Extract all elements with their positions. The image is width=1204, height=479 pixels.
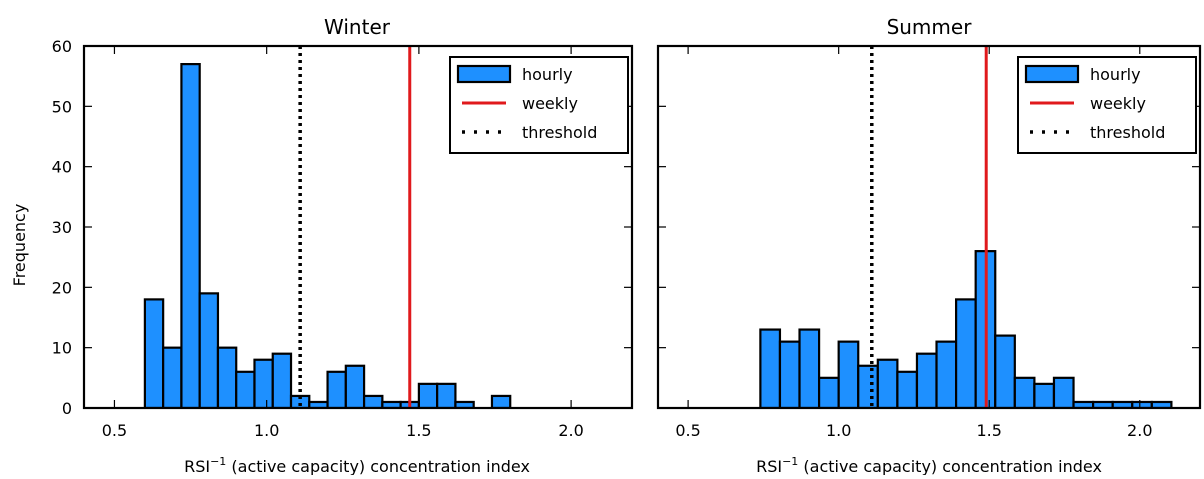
winter-y-tick-label: 0 xyxy=(62,399,72,418)
winter-hist-bar xyxy=(235,370,256,408)
winter-legend-label-hourly: hourly xyxy=(522,65,573,84)
winter-hist-bar xyxy=(362,394,384,408)
summer-plot-area xyxy=(759,46,1173,408)
summer-hist-bar xyxy=(1033,382,1056,408)
summer-hist-bar xyxy=(1150,400,1173,408)
winter-hist-bar xyxy=(436,382,457,408)
summer-x-tick-label: 1.0 xyxy=(826,421,851,440)
winter-y-tick-label: 50 xyxy=(52,97,72,116)
winter-panel: Winter Frequency RSI−1 (active capacity)… xyxy=(10,15,634,476)
summer-legend-label-threshold: threshold xyxy=(1090,123,1165,142)
summer-hist-bar xyxy=(994,334,1016,408)
summer-legend-swatch-hourly xyxy=(1024,64,1080,84)
winter-x-tick-label: 2.0 xyxy=(558,421,583,440)
winter-hist-bar xyxy=(326,370,347,408)
winter-hist-bar xyxy=(216,346,238,408)
summer-hist-bar xyxy=(876,358,899,408)
winter-hist-bar xyxy=(271,352,293,408)
winter-x-tick-label: 1.5 xyxy=(406,421,431,440)
summer-legend: hourly weekly threshold xyxy=(1017,56,1197,154)
winter-title: Winter xyxy=(324,15,391,39)
summer-x-tick-label: 0.5 xyxy=(675,421,700,440)
summer-hist-bar xyxy=(954,298,977,408)
winter-legend-label-weekly: weekly xyxy=(522,94,578,113)
winter-hist-bar xyxy=(454,400,475,408)
winter-hist-bar xyxy=(344,364,366,408)
winter-y-tick-label: 20 xyxy=(52,278,72,297)
winter-hist-bar xyxy=(180,62,201,408)
winter-legend-label-threshold: threshold xyxy=(522,123,597,142)
winter-plot-area xyxy=(143,46,512,408)
summer-hist-bar xyxy=(1013,376,1036,408)
winter-hist-bar xyxy=(490,394,512,408)
winter-y-tick-label: 10 xyxy=(52,339,72,358)
summer-x-tick-label: 1.5 xyxy=(976,421,1001,440)
summer-hist-bar xyxy=(935,340,958,408)
winter-y-tick-label: 30 xyxy=(52,218,72,237)
winter-y-tick-label: 60 xyxy=(52,37,72,56)
summer-hist-bar xyxy=(857,364,879,408)
winter-hist-bar xyxy=(198,292,220,408)
summer-title: Summer xyxy=(887,15,973,39)
summer-hist-bar xyxy=(837,340,860,408)
summer-legend-label-weekly: weekly xyxy=(1090,94,1146,113)
summer-hist-bar xyxy=(915,352,938,408)
summer-panel: Summer RSI−1 (active capacity) concentra… xyxy=(656,15,1202,476)
winter-legend-swatch-hourly xyxy=(456,64,512,84)
winter-hist-bar xyxy=(143,298,165,408)
summer-x-tick-label: 2.0 xyxy=(1127,421,1152,440)
summer-hist-bar xyxy=(896,370,919,408)
winter-x-tick-label: 0.5 xyxy=(102,421,127,440)
y-axis-label: Frequency xyxy=(10,204,29,287)
summer-hist-bar xyxy=(759,328,782,408)
winter-hist-bar xyxy=(253,358,274,408)
summer-hist-bar xyxy=(817,376,840,408)
winter-legend: hourly weekly threshold xyxy=(449,56,629,154)
winter-x-axis-label: RSI−1 (active capacity) concentration in… xyxy=(184,455,530,475)
summer-legend-label-hourly: hourly xyxy=(1090,65,1141,84)
summer-hist-bar xyxy=(798,328,821,408)
summer-x-axis-label: RSI−1 (active capacity) concentration in… xyxy=(756,455,1102,475)
winter-y-tick-label: 40 xyxy=(52,158,72,177)
summer-hist-bar xyxy=(1052,376,1075,408)
summer-hist-bar xyxy=(778,340,801,408)
winter-hist-bar xyxy=(417,382,439,408)
winter-x-tick-label: 1.0 xyxy=(254,421,279,440)
winter-hist-bar xyxy=(162,346,183,408)
